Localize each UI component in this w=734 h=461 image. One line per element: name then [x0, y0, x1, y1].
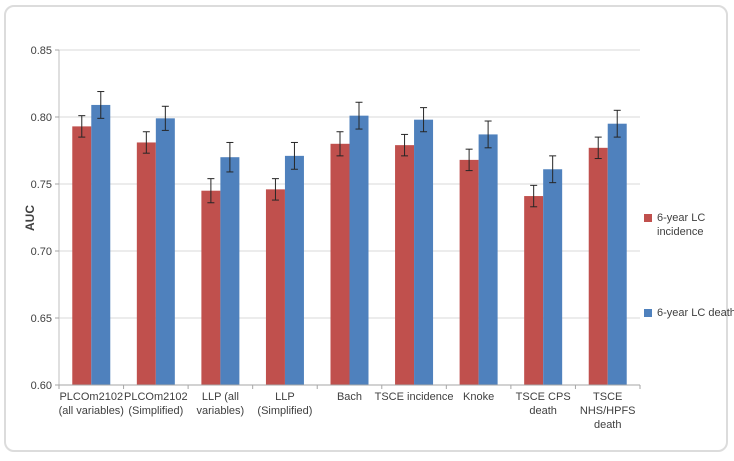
bar — [220, 157, 240, 385]
category-label: PLCOm2102 (Simplified) — [124, 391, 188, 417]
y-tick-label: 0.70 — [31, 246, 52, 258]
bar — [265, 189, 285, 385]
category-label: Bach — [337, 391, 362, 403]
legend-swatch-death-icon — [644, 309, 652, 317]
legend-item-incidence: 6-year LC incidence — [644, 211, 734, 239]
y-tick-label: 0.65 — [31, 313, 52, 325]
category-label: TSCE incidence — [375, 391, 454, 403]
y-axis-title: AUC — [23, 205, 37, 231]
y-tick-label: 0.60 — [31, 380, 52, 392]
legend-label-death: 6-year LC death — [657, 307, 734, 319]
bar — [284, 155, 304, 385]
bar — [607, 123, 627, 385]
legend-label-incidence: 6-year LC incidence — [657, 212, 706, 238]
category-label: PLCOm2102 (all variables) — [59, 391, 124, 417]
bar — [524, 196, 544, 385]
bar — [459, 159, 479, 385]
bar — [588, 147, 608, 385]
bar — [72, 126, 92, 385]
category-label: LLP (Simplified) — [257, 391, 312, 417]
category-label: LLP (all variables) — [197, 391, 245, 417]
bar — [478, 134, 498, 385]
category-label: TSCE CPS death — [516, 391, 571, 417]
y-tick-label: 0.80 — [31, 112, 52, 124]
bar — [91, 104, 111, 385]
bar — [136, 142, 156, 385]
bar — [201, 190, 221, 385]
bar — [155, 118, 175, 385]
legend-item-death: 6-year LC death — [644, 306, 734, 320]
legend-swatch-incidence-icon — [644, 214, 652, 222]
y-tick-label: 0.85 — [31, 45, 52, 57]
category-label: TSCE NHS/HPFS death — [580, 391, 636, 431]
bar — [543, 169, 563, 385]
bar — [330, 143, 350, 385]
bar — [414, 119, 434, 386]
category-label: Knoke — [463, 391, 494, 403]
bar — [349, 115, 369, 385]
y-tick-label: 0.75 — [31, 179, 52, 191]
bar — [395, 145, 415, 385]
